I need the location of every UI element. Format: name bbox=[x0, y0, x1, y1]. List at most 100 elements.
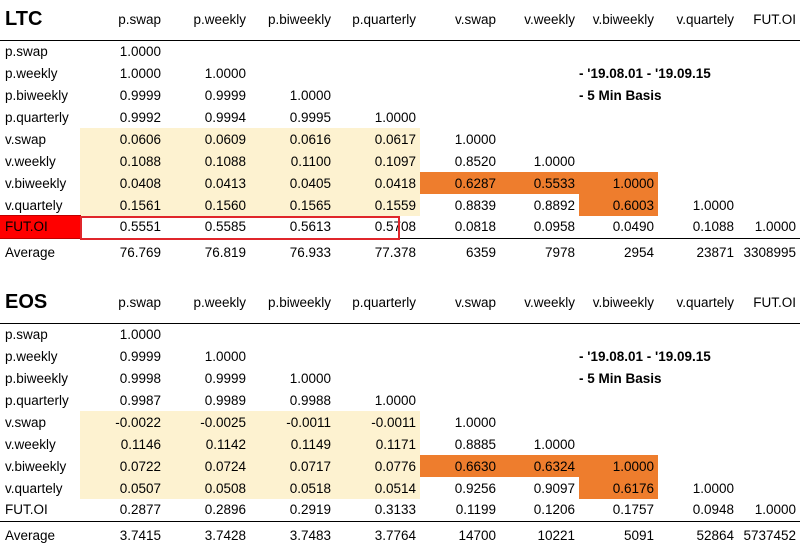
eos-correlation-table: EOS p.swap p.weekly p.biweekly p.quarter… bbox=[0, 283, 800, 550]
table-cell bbox=[738, 128, 800, 150]
table-cell: 0.9097 bbox=[533, 480, 575, 496]
table-cell: 1.0000 bbox=[204, 65, 246, 81]
table-cell bbox=[420, 323, 500, 345]
table-cell: 0.5708 bbox=[374, 219, 416, 235]
table-cell bbox=[250, 323, 335, 345]
table-cell: 0.0418 bbox=[335, 172, 420, 194]
table-cell bbox=[500, 128, 579, 150]
table-cell bbox=[658, 389, 738, 411]
table-cell bbox=[165, 40, 250, 62]
table-cell: 0.5551 bbox=[119, 219, 161, 235]
table-cell: 0.1559 bbox=[335, 194, 420, 216]
average-cell: 6359 bbox=[420, 237, 500, 267]
table-cell bbox=[335, 40, 420, 62]
row-label: v.weekly bbox=[5, 436, 56, 452]
table-cell: -0.0011 bbox=[250, 411, 335, 433]
table-cell: 0.8892 bbox=[533, 197, 575, 213]
table-cell bbox=[738, 455, 800, 477]
table-cell: 0.9999 bbox=[119, 348, 161, 364]
column-header: FUT.OI bbox=[738, 0, 800, 41]
table-cell bbox=[335, 367, 420, 389]
table-cell: 0.0724 bbox=[165, 455, 250, 477]
row-label: v.biweekly bbox=[5, 175, 67, 191]
table-cell: 0.0508 bbox=[165, 477, 250, 499]
table-cell bbox=[658, 172, 738, 194]
table-cell: -0.0022 bbox=[80, 411, 165, 433]
table-cell bbox=[658, 433, 738, 455]
table-cell: 1.0000 bbox=[579, 455, 658, 477]
table-cell bbox=[420, 106, 500, 128]
table-cell: 0.0616 bbox=[250, 128, 335, 150]
average-cell: 3308995 bbox=[738, 237, 800, 267]
table-cell bbox=[738, 106, 800, 128]
table-cell: 0.6324 bbox=[500, 455, 579, 477]
table-cell: 0.1171 bbox=[335, 433, 420, 455]
average-cell: 5737452 bbox=[738, 520, 800, 550]
table-cell: 0.0958 bbox=[533, 219, 575, 235]
table-cell bbox=[420, 367, 500, 389]
table-cell: 0.0507 bbox=[80, 477, 165, 499]
table-cell: 1.0000 bbox=[692, 480, 734, 496]
table-cell: 0.2919 bbox=[289, 502, 331, 518]
table-row: v.biweekly 0.0408 0.0413 0.0405 0.0418 0… bbox=[0, 172, 800, 194]
table-cell bbox=[500, 389, 579, 411]
average-cell: 23871 bbox=[658, 237, 738, 267]
table-cell: 0.0514 bbox=[335, 477, 420, 499]
table-cell: 1.0000 bbox=[289, 370, 331, 386]
table-row: FUT.OI 0.5551 0.5585 0.5613 0.5708 0.081… bbox=[0, 215, 800, 239]
table-row: p.swap 1.0000 bbox=[0, 40, 800, 62]
table-cell: 0.8885 bbox=[454, 436, 496, 452]
row-label: v.weekly bbox=[5, 153, 56, 169]
table-cell: 0.1149 bbox=[250, 433, 335, 455]
average-row: Average 76.769 76.819 76.933 77.378 6359… bbox=[0, 237, 800, 267]
column-header: v.swap bbox=[420, 283, 500, 324]
table-cell bbox=[738, 150, 800, 172]
table-cell: 0.9999 bbox=[119, 87, 161, 103]
table-row: v.quartely 0.0507 0.0508 0.0518 0.0514 0… bbox=[0, 477, 800, 499]
table-row: p.weekly 0.9999 1.0000 - '19.08.01 - '19… bbox=[0, 345, 800, 367]
row-label: FUT.OI bbox=[5, 502, 48, 518]
table-row: v.weekly 0.1088 0.1088 0.1100 0.1097 0.8… bbox=[0, 150, 800, 172]
table-cell bbox=[658, 40, 738, 62]
table-cell: 1.0000 bbox=[533, 153, 575, 169]
table-cell: 0.0408 bbox=[80, 172, 165, 194]
table-row: p.biweekly 0.9998 0.9999 1.0000 - 5 Min … bbox=[0, 367, 800, 389]
table-cell: 0.1088 bbox=[165, 150, 250, 172]
row-label: p.weekly bbox=[5, 65, 58, 81]
average-cell: 2954 bbox=[579, 237, 658, 267]
column-header: v.quartely bbox=[658, 0, 738, 41]
basis-note: - 5 Min Basis bbox=[579, 87, 662, 103]
column-header: p.weekly bbox=[165, 0, 250, 41]
table-cell bbox=[579, 323, 658, 345]
table-cell: 0.0518 bbox=[250, 477, 335, 499]
table-cell: 0.9999 bbox=[204, 370, 246, 386]
table-cell: 0.9987 bbox=[119, 392, 161, 408]
row-label: p.biweekly bbox=[5, 370, 69, 386]
table-row: v.weekly 0.1146 0.1142 0.1149 0.1171 0.8… bbox=[0, 433, 800, 455]
table-cell: 0.8520 bbox=[454, 153, 496, 169]
table-cell: 0.0606 bbox=[80, 128, 165, 150]
table-cell bbox=[500, 62, 579, 84]
table-cell: 0.1142 bbox=[165, 433, 250, 455]
table-cell: 0.1146 bbox=[80, 433, 165, 455]
table-cell bbox=[335, 323, 420, 345]
table-cell: 1.0000 bbox=[204, 348, 246, 364]
table-cell: 0.0405 bbox=[250, 172, 335, 194]
eos-correlation-block: EOS p.swap p.weekly p.biweekly p.quarter… bbox=[0, 283, 800, 550]
table-cell: 0.6003 bbox=[579, 194, 658, 216]
table-cell: 1.0000 bbox=[119, 43, 161, 59]
table-cell: -0.0011 bbox=[335, 411, 420, 433]
table-cell bbox=[579, 433, 658, 455]
table-cell bbox=[738, 477, 800, 499]
table-cell bbox=[500, 106, 579, 128]
table-cell: 1.0000 bbox=[533, 436, 575, 452]
table-row: v.biweekly 0.0722 0.0724 0.0717 0.0776 0… bbox=[0, 455, 800, 477]
table-cell: 0.9992 bbox=[119, 109, 161, 125]
average-cell: 14700 bbox=[420, 520, 500, 550]
table-cell bbox=[658, 106, 738, 128]
table-cell: 0.0722 bbox=[80, 455, 165, 477]
table-cell bbox=[658, 128, 738, 150]
ltc-correlation-block: LTC p.swap p.weekly p.biweekly p.quarter… bbox=[0, 0, 800, 267]
average-cell: 3.7764 bbox=[335, 520, 420, 550]
table-header-row: LTC p.swap p.weekly p.biweekly p.quarter… bbox=[0, 0, 800, 41]
